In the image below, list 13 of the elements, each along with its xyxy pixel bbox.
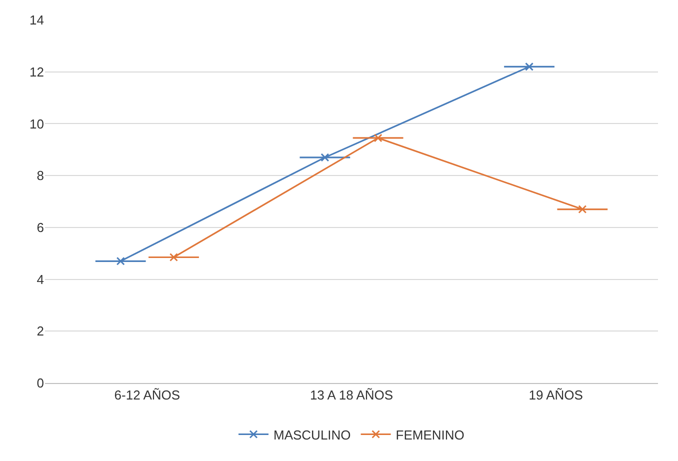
legend-label: MASCULINO xyxy=(274,427,351,442)
y-tick-label: 8 xyxy=(36,168,44,184)
y-tick-label: 12 xyxy=(30,64,44,80)
legend-label: FEMENINO xyxy=(396,427,464,442)
x-tick-label: 19 AÑOS xyxy=(528,388,584,403)
y-tick-label: 0 xyxy=(36,376,44,391)
y-tick-label: 14 xyxy=(30,12,44,28)
y-tick-label: 2 xyxy=(36,324,44,339)
y-tick-label: 10 xyxy=(30,116,44,132)
x-tick-label: 6-12 AÑOS xyxy=(114,388,180,403)
x-tick-label: 13 A 18 AÑOS xyxy=(310,388,394,403)
y-tick-label: 4 xyxy=(36,272,44,287)
y-tick-label: 6 xyxy=(36,220,44,235)
